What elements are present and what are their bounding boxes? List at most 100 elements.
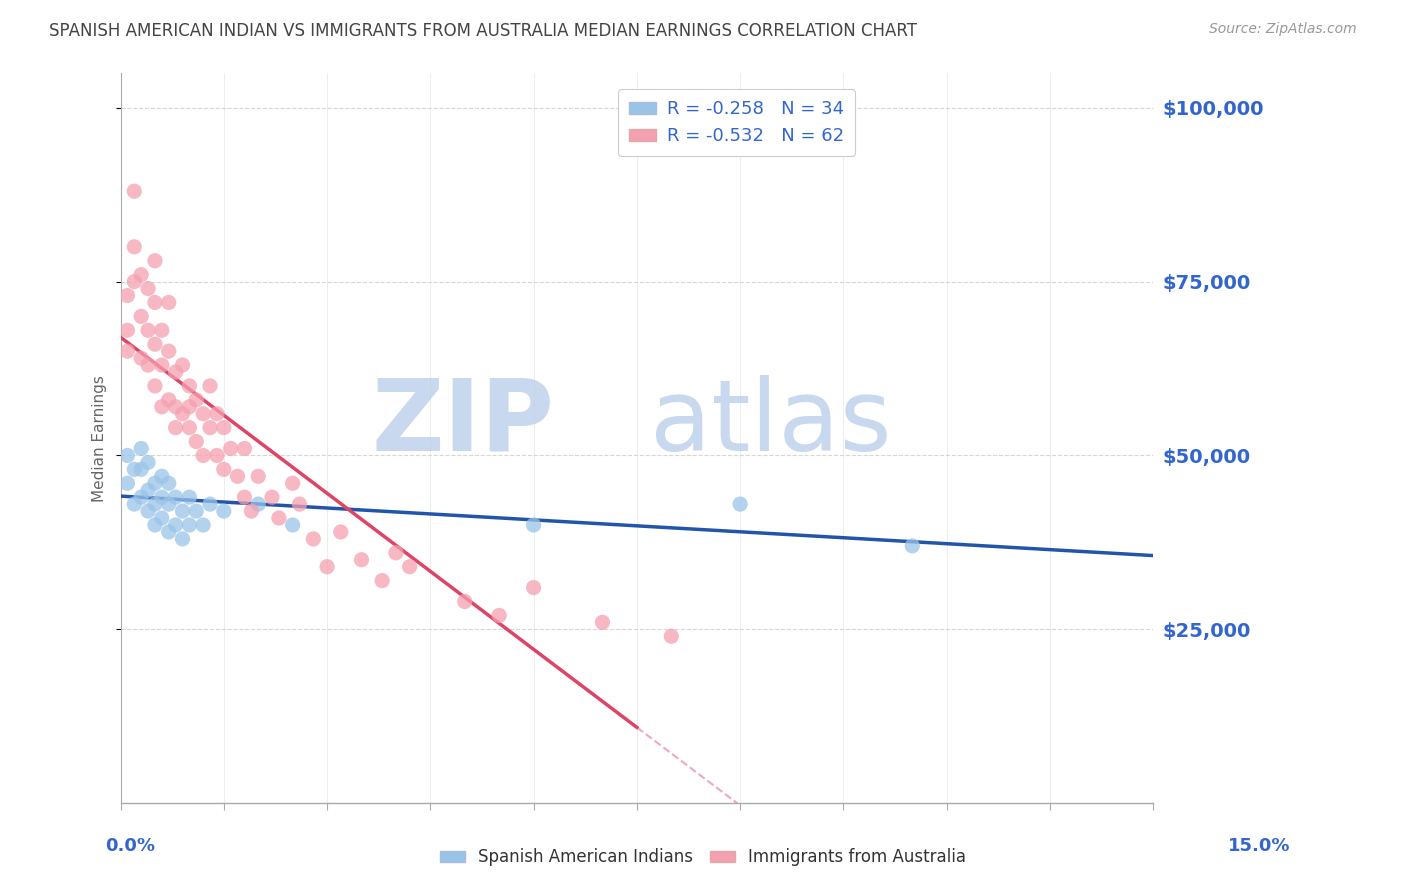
Point — [136, 281, 159, 295]
Point — [143, 379, 166, 393]
Point — [454, 594, 477, 608]
Point — [186, 434, 208, 449]
Point — [157, 392, 180, 407]
Point — [165, 518, 187, 533]
Point — [523, 581, 546, 595]
Point — [136, 358, 159, 372]
Point — [136, 323, 159, 337]
Point — [150, 358, 173, 372]
Point — [150, 400, 173, 414]
Point — [247, 469, 270, 483]
Point — [165, 365, 187, 379]
Point — [157, 524, 180, 539]
Point — [150, 469, 173, 483]
Point — [288, 497, 311, 511]
Point — [186, 504, 208, 518]
Point — [124, 184, 146, 198]
Point — [136, 455, 159, 469]
Point — [198, 497, 221, 511]
Legend: R = -0.258   N = 34, R = -0.532   N = 62: R = -0.258 N = 34, R = -0.532 N = 62 — [619, 89, 855, 156]
Point — [124, 462, 146, 476]
Point — [233, 442, 256, 456]
Point — [129, 490, 152, 504]
Point — [205, 407, 228, 421]
Point — [117, 344, 139, 359]
Point — [136, 483, 159, 498]
Point — [157, 497, 180, 511]
Point — [226, 469, 249, 483]
Point — [191, 518, 214, 533]
Point — [329, 524, 352, 539]
Text: ZIP: ZIP — [371, 375, 554, 472]
Point — [124, 497, 146, 511]
Point — [157, 344, 180, 359]
Point — [191, 449, 214, 463]
Point — [247, 497, 270, 511]
Point — [157, 295, 180, 310]
Point — [901, 539, 924, 553]
Point — [316, 559, 339, 574]
Point — [172, 407, 194, 421]
Point — [212, 462, 235, 476]
Point — [129, 462, 152, 476]
Point — [179, 400, 201, 414]
Text: 15.0%: 15.0% — [1229, 837, 1291, 855]
Point — [117, 288, 139, 302]
Point — [659, 629, 682, 643]
Legend: Spanish American Indians, Immigrants from Australia: Spanish American Indians, Immigrants fro… — [433, 842, 973, 873]
Point — [150, 511, 173, 525]
Point — [165, 490, 187, 504]
Point — [129, 442, 152, 456]
Text: Source: ZipAtlas.com: Source: ZipAtlas.com — [1209, 22, 1357, 37]
Point — [205, 449, 228, 463]
Point — [233, 490, 256, 504]
Point — [143, 497, 166, 511]
Point — [212, 504, 235, 518]
Point — [267, 511, 290, 525]
Point — [212, 420, 235, 434]
Text: atlas: atlas — [651, 375, 891, 472]
Point — [523, 518, 546, 533]
Point — [124, 275, 146, 289]
Point — [129, 310, 152, 324]
Point — [728, 497, 751, 511]
Point — [179, 379, 201, 393]
Point — [179, 518, 201, 533]
Point — [240, 504, 263, 518]
Point — [157, 476, 180, 491]
Point — [129, 351, 152, 365]
Point — [117, 323, 139, 337]
Point — [198, 379, 221, 393]
Point — [117, 476, 139, 491]
Text: 0.0%: 0.0% — [105, 837, 156, 855]
Point — [143, 295, 166, 310]
Point — [143, 253, 166, 268]
Point — [488, 608, 510, 623]
Point — [143, 476, 166, 491]
Point — [398, 559, 420, 574]
Point — [179, 420, 201, 434]
Point — [281, 518, 304, 533]
Point — [281, 476, 304, 491]
Point — [191, 407, 214, 421]
Point — [371, 574, 394, 588]
Point — [179, 490, 201, 504]
Point — [150, 323, 173, 337]
Point — [129, 268, 152, 282]
Point — [172, 358, 194, 372]
Point — [385, 546, 408, 560]
Point — [136, 504, 159, 518]
Point — [143, 518, 166, 533]
Point — [219, 442, 242, 456]
Point — [165, 400, 187, 414]
Text: SPANISH AMERICAN INDIAN VS IMMIGRANTS FROM AUSTRALIA MEDIAN EARNINGS CORRELATION: SPANISH AMERICAN INDIAN VS IMMIGRANTS FR… — [49, 22, 917, 40]
Y-axis label: Median Earnings: Median Earnings — [93, 375, 107, 501]
Point — [172, 504, 194, 518]
Point — [165, 420, 187, 434]
Point — [172, 532, 194, 546]
Point — [143, 337, 166, 351]
Point — [117, 449, 139, 463]
Point — [186, 392, 208, 407]
Point — [591, 615, 613, 630]
Point — [302, 532, 325, 546]
